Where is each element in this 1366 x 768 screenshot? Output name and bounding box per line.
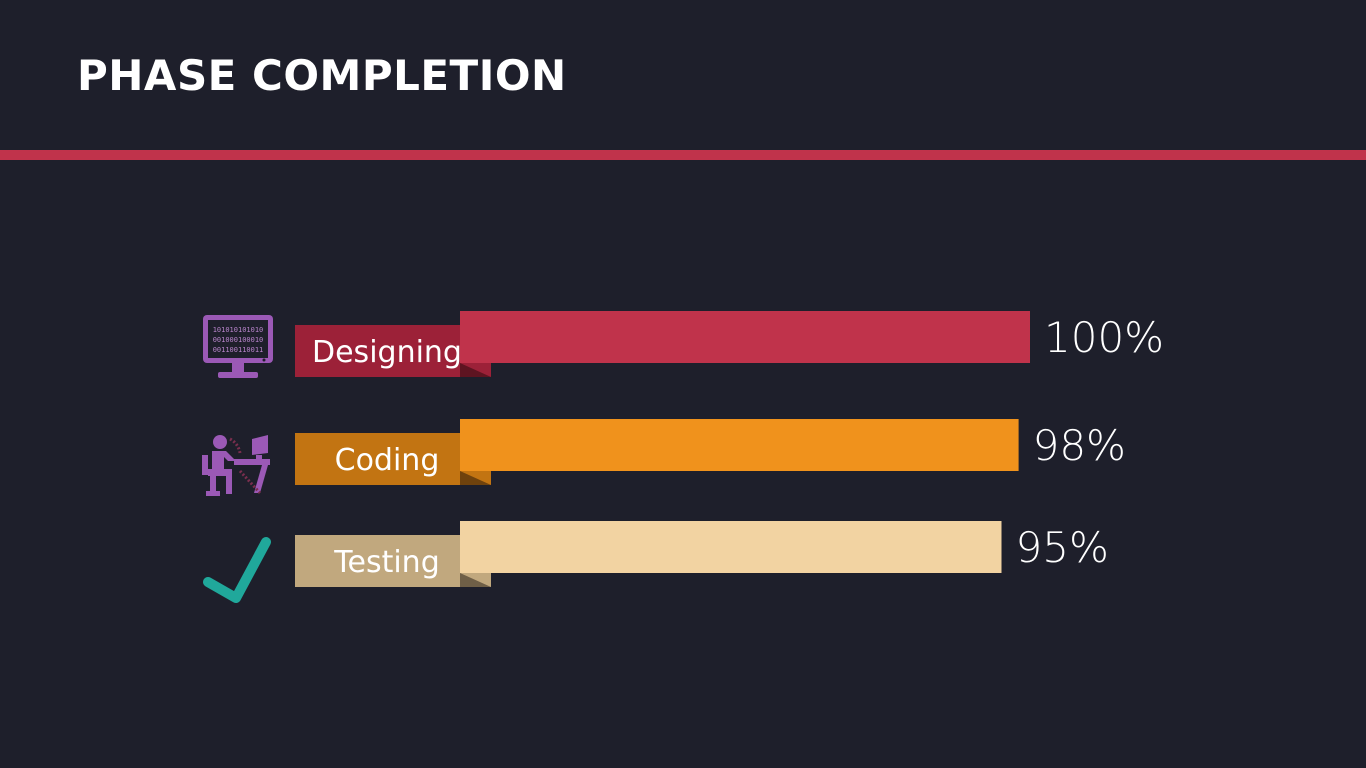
ribbon-fold: [460, 471, 491, 485]
bar-value-label: 95%: [1016, 523, 1109, 572]
category-tab: [295, 325, 491, 377]
category-tab: [295, 433, 491, 485]
bar-value-label: 100%: [1044, 313, 1164, 362]
page-title: PHASE COMPLETION: [77, 51, 567, 100]
bar: [460, 419, 1019, 471]
bar: [460, 521, 1002, 573]
title-divider: [0, 150, 1366, 160]
svg-text:101010101010: 101010101010: [213, 326, 264, 334]
bar-category-label: Designing: [312, 335, 462, 370]
svg-text:001100110011: 001100110011: [213, 346, 264, 354]
ribbon-fold: [460, 573, 491, 587]
category-tab: [295, 535, 491, 587]
bar: [460, 311, 1030, 363]
computer-binary-icon: 101010101010 001000100010 001100110011: [203, 315, 273, 378]
bar-category-label: Testing: [333, 545, 439, 580]
bar-value-label: 98%: [1033, 421, 1126, 470]
ribbon-fold: [460, 363, 491, 377]
bar-category-label: Coding: [335, 443, 440, 478]
programmer-at-desk-icon: [202, 435, 270, 496]
checkmark-icon: [203, 537, 271, 603]
svg-text:001000100010: 001000100010: [213, 336, 264, 344]
